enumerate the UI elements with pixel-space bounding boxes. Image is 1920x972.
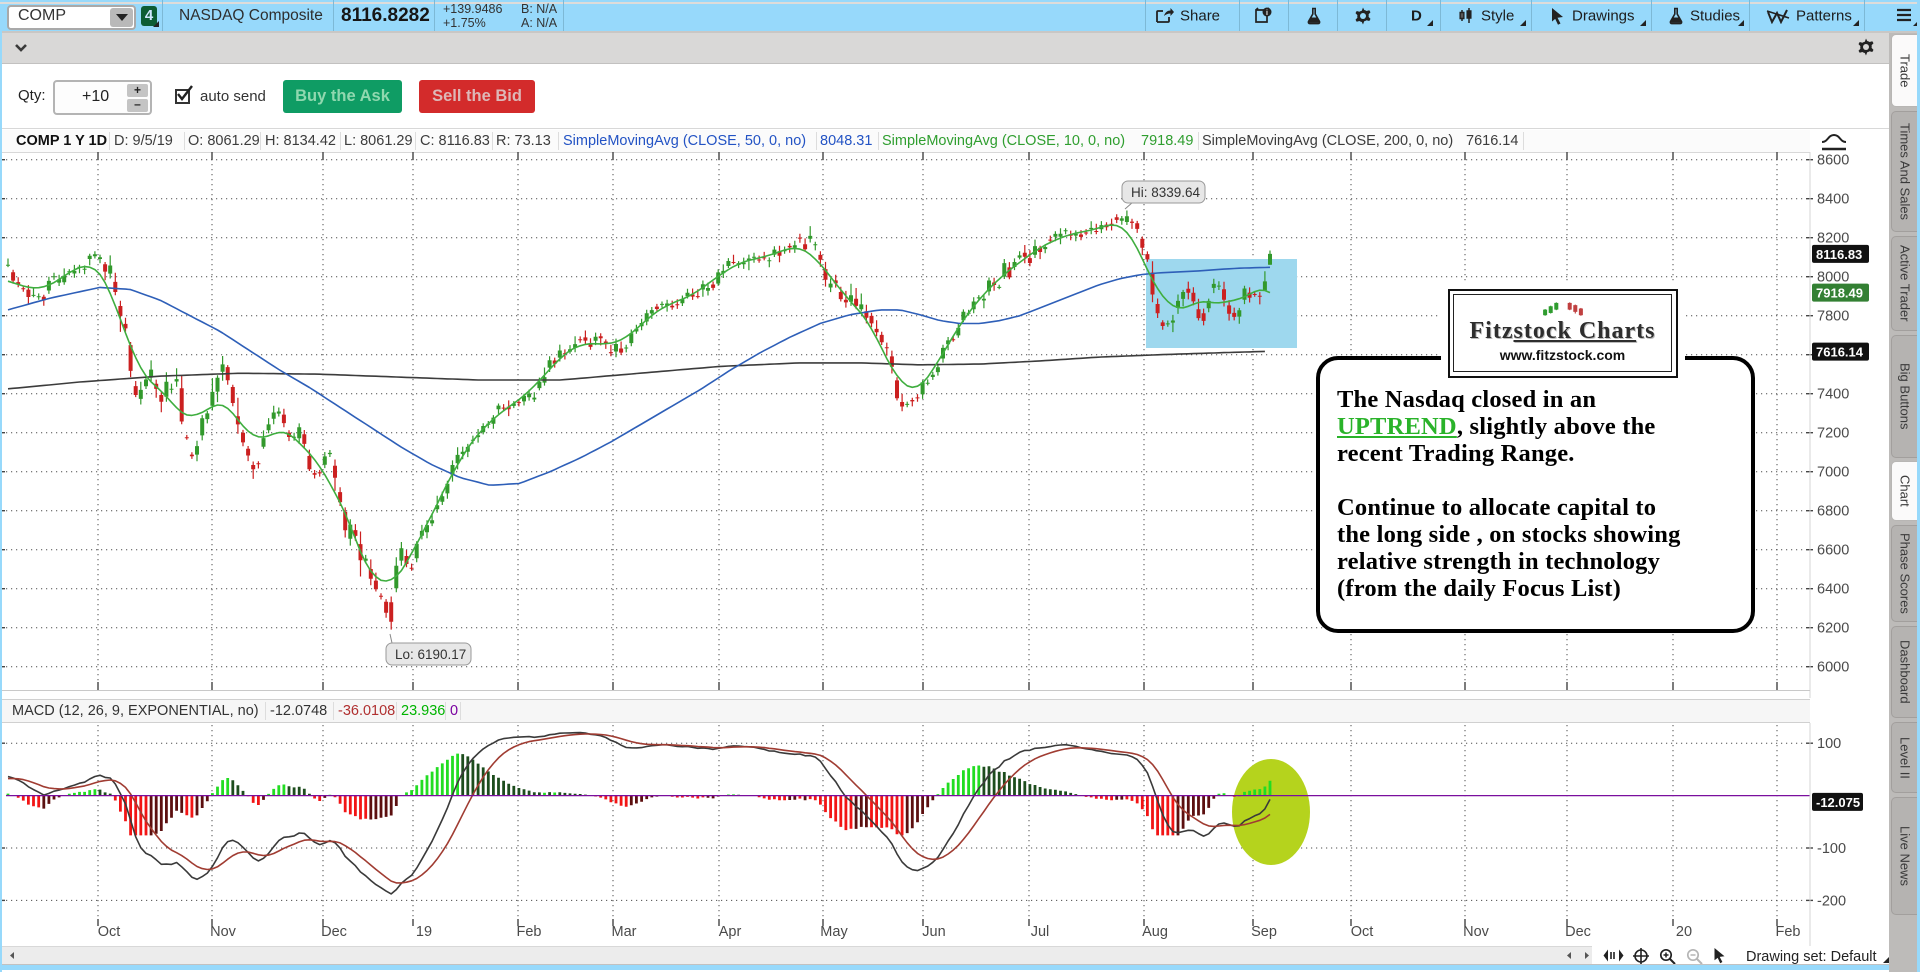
svg-text:Sep: Sep bbox=[1251, 924, 1277, 940]
svg-text:7400: 7400 bbox=[1817, 387, 1849, 403]
svg-text:100: 100 bbox=[1817, 736, 1841, 752]
svg-text:Dec: Dec bbox=[1565, 924, 1591, 940]
svg-text:Nov: Nov bbox=[210, 924, 237, 940]
svg-text:Jun: Jun bbox=[922, 924, 945, 940]
svg-text:-12.075: -12.075 bbox=[1816, 795, 1860, 810]
svg-text:7200: 7200 bbox=[1817, 426, 1849, 442]
svg-text:Nov: Nov bbox=[1463, 924, 1490, 940]
svg-text:i: i bbox=[1266, 10, 1268, 17]
svg-text:7616.14: 7616.14 bbox=[1816, 345, 1864, 360]
svg-text:Dec: Dec bbox=[321, 924, 347, 940]
svg-text:7918.49: 7918.49 bbox=[1816, 286, 1863, 301]
svg-text:19: 19 bbox=[416, 924, 432, 940]
svg-text:Lo: 6190.17: Lo: 6190.17 bbox=[395, 647, 466, 662]
svg-text:7800: 7800 bbox=[1817, 309, 1849, 325]
svg-text:8000: 8000 bbox=[1817, 270, 1849, 286]
svg-text:6000: 6000 bbox=[1817, 660, 1849, 676]
svg-text:Feb: Feb bbox=[1776, 924, 1801, 940]
svg-text:8400: 8400 bbox=[1817, 192, 1849, 208]
svg-text:8600: 8600 bbox=[1817, 153, 1849, 169]
svg-text:Feb: Feb bbox=[517, 924, 542, 940]
svg-text:8200: 8200 bbox=[1817, 231, 1849, 247]
svg-text:-200: -200 bbox=[1817, 893, 1846, 909]
svg-text:Oct: Oct bbox=[1351, 924, 1374, 940]
svg-text:6600: 6600 bbox=[1817, 543, 1849, 559]
svg-text:Apr: Apr bbox=[719, 924, 742, 940]
svg-text:6400: 6400 bbox=[1817, 582, 1849, 598]
svg-text:Mar: Mar bbox=[612, 924, 637, 940]
svg-text:7000: 7000 bbox=[1817, 465, 1849, 481]
svg-text:Aug: Aug bbox=[1142, 924, 1168, 940]
svg-text:6200: 6200 bbox=[1817, 621, 1849, 637]
svg-text:Hi: 8339.64: Hi: 8339.64 bbox=[1131, 185, 1201, 200]
svg-text:May: May bbox=[820, 924, 848, 940]
svg-text:20: 20 bbox=[1676, 924, 1692, 940]
svg-text:Jul: Jul bbox=[1031, 924, 1050, 940]
svg-text:6800: 6800 bbox=[1817, 504, 1849, 520]
svg-text:-100: -100 bbox=[1817, 841, 1846, 857]
svg-text:Oct: Oct bbox=[98, 924, 121, 940]
svg-text:8116.83: 8116.83 bbox=[1816, 247, 1862, 262]
